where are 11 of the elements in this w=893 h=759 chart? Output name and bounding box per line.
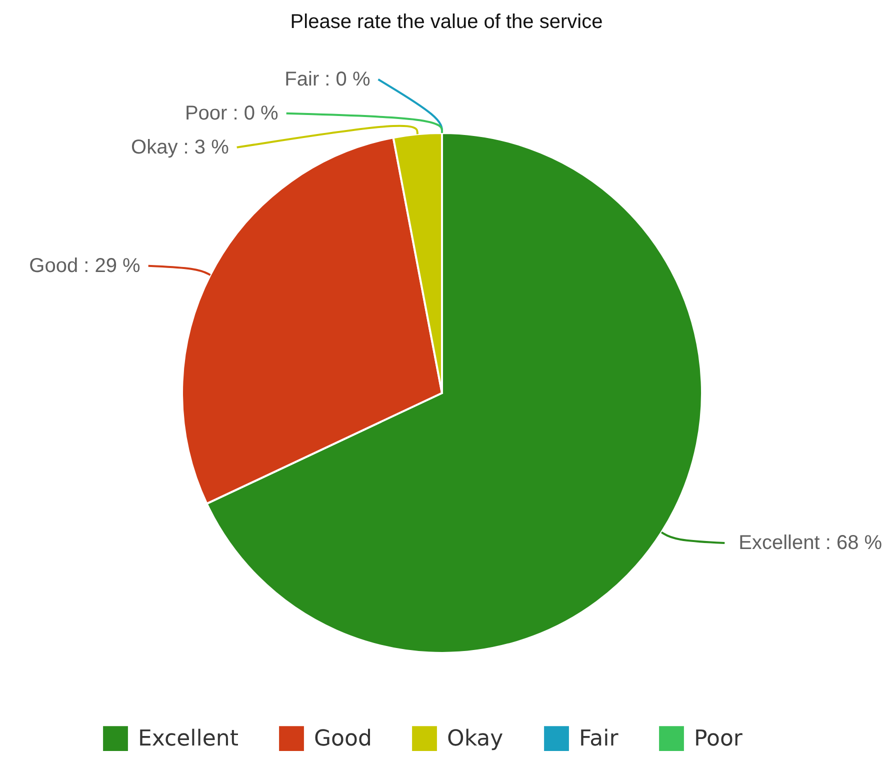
data-label: Okay : 3 % (131, 136, 230, 158)
text: Poor : 0 % (184, 102, 278, 124)
data-label: Excellent : 68 % (738, 532, 882, 554)
legend-label: Poor (694, 726, 744, 752)
legend-label: Excellent (138, 726, 239, 752)
legend-label: Fair (579, 726, 620, 752)
chart-title: Please rate the value of the service (290, 11, 603, 33)
data-label: Good : 29 % (29, 254, 141, 277)
legend-label: Good (314, 726, 372, 752)
legend-label: Okay (447, 726, 504, 752)
text: Fair : 0 % (284, 68, 370, 90)
